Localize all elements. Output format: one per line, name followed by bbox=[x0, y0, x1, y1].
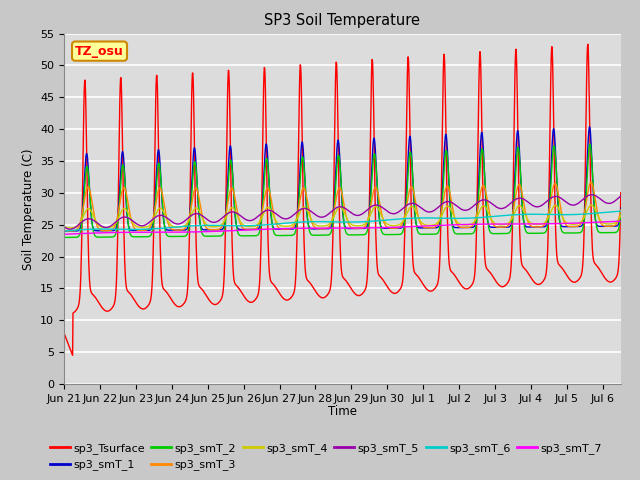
sp3_smT_4 bbox=[272, 217, 280, 223]
sp3_smT_1 bbox=[481, 188, 489, 193]
sp3_Tsurface bbox=[221, 245, 229, 251]
Line: sp3_smT_4: sp3_smT_4 bbox=[64, 205, 621, 228]
sp3_smT_7 bbox=[543, 221, 551, 227]
sp3_smT_6 bbox=[617, 208, 625, 214]
X-axis label: Time: Time bbox=[328, 405, 357, 418]
sp3_smT_2 bbox=[271, 232, 279, 238]
Line: sp3_smT_6: sp3_smT_6 bbox=[64, 211, 621, 231]
sp3_smT_6 bbox=[221, 223, 228, 228]
Line: sp3_smT_1: sp3_smT_1 bbox=[64, 127, 621, 231]
sp3_smT_5 bbox=[588, 192, 595, 198]
Line: sp3_smT_2: sp3_smT_2 bbox=[64, 144, 621, 238]
sp3_smT_4 bbox=[67, 225, 74, 231]
sp3_smT_1 bbox=[271, 226, 279, 232]
sp3_smT_4 bbox=[221, 217, 229, 223]
Line: sp3_smT_7: sp3_smT_7 bbox=[64, 221, 621, 234]
sp3_smT_5 bbox=[543, 198, 551, 204]
sp3_Tsurface bbox=[584, 41, 592, 47]
sp3_smT_7 bbox=[60, 231, 68, 237]
sp3_smT_3 bbox=[171, 227, 179, 233]
sp3_smT_3 bbox=[221, 215, 229, 220]
sp3_smT_2 bbox=[221, 225, 228, 230]
Y-axis label: Soil Temperature (C): Soil Temperature (C) bbox=[22, 148, 35, 270]
sp3_smT_1 bbox=[221, 220, 228, 226]
sp3_smT_2 bbox=[60, 235, 68, 240]
sp3_smT_1 bbox=[160, 220, 168, 226]
sp3_smT_5 bbox=[617, 193, 625, 199]
sp3_smT_6 bbox=[60, 228, 68, 234]
Line: sp3_Tsurface: sp3_Tsurface bbox=[64, 44, 621, 355]
sp3_smT_7 bbox=[617, 218, 625, 224]
sp3_smT_2 bbox=[171, 234, 179, 240]
sp3_smT_3 bbox=[272, 218, 280, 224]
sp3_smT_5 bbox=[221, 213, 229, 218]
Line: sp3_smT_5: sp3_smT_5 bbox=[64, 195, 621, 229]
sp3_Tsurface bbox=[543, 253, 551, 259]
sp3_smT_3 bbox=[482, 189, 490, 194]
sp3_Tsurface bbox=[171, 301, 179, 307]
sp3_smT_5 bbox=[161, 214, 168, 219]
sp3_Tsurface bbox=[617, 190, 625, 195]
sp3_smT_5 bbox=[60, 224, 68, 229]
sp3_smT_1 bbox=[543, 221, 551, 227]
sp3_smT_3 bbox=[543, 215, 551, 221]
sp3_smT_3 bbox=[60, 227, 68, 233]
sp3_smT_1 bbox=[617, 205, 625, 211]
sp3_smT_4 bbox=[171, 224, 179, 230]
sp3_smT_4 bbox=[161, 211, 168, 216]
Title: SP3 Soil Temperature: SP3 Soil Temperature bbox=[264, 13, 420, 28]
Text: TZ_osu: TZ_osu bbox=[75, 45, 124, 58]
sp3_smT_6 bbox=[160, 225, 168, 231]
sp3_smT_5 bbox=[272, 211, 280, 216]
sp3_smT_4 bbox=[588, 202, 595, 208]
sp3_smT_3 bbox=[161, 203, 168, 208]
sp3_smT_7 bbox=[221, 228, 228, 234]
sp3_smT_2 bbox=[481, 183, 489, 189]
sp3_smT_1 bbox=[60, 228, 68, 234]
sp3_smT_2 bbox=[617, 210, 625, 216]
sp3_smT_4 bbox=[543, 216, 551, 222]
sp3_smT_4 bbox=[60, 224, 68, 229]
sp3_smT_5 bbox=[66, 227, 74, 232]
Legend: sp3_Tsurface, sp3_smT_1, sp3_smT_2, sp3_smT_3, sp3_smT_4, sp3_smT_5, sp3_smT_6, : sp3_Tsurface, sp3_smT_1, sp3_smT_2, sp3_… bbox=[45, 439, 606, 475]
sp3_Tsurface bbox=[482, 262, 490, 268]
sp3_smT_4 bbox=[482, 204, 490, 210]
sp3_smT_6 bbox=[171, 224, 179, 230]
sp3_smT_7 bbox=[271, 226, 279, 232]
sp3_smT_7 bbox=[171, 229, 179, 235]
sp3_smT_6 bbox=[481, 214, 489, 220]
sp3_smT_3 bbox=[587, 180, 595, 185]
Line: sp3_smT_3: sp3_smT_3 bbox=[64, 182, 621, 231]
sp3_smT_2 bbox=[160, 219, 168, 225]
sp3_Tsurface bbox=[272, 284, 280, 290]
sp3_smT_2 bbox=[586, 142, 594, 147]
sp3_smT_7 bbox=[160, 229, 168, 235]
sp3_Tsurface bbox=[60, 330, 68, 336]
sp3_Tsurface bbox=[161, 287, 168, 293]
sp3_smT_4 bbox=[617, 213, 625, 218]
sp3_smT_1 bbox=[171, 227, 179, 233]
sp3_smT_5 bbox=[171, 220, 179, 226]
sp3_smT_5 bbox=[482, 197, 490, 203]
sp3_Tsurface bbox=[68, 352, 76, 358]
sp3_smT_6 bbox=[271, 221, 279, 227]
sp3_smT_2 bbox=[543, 226, 551, 231]
sp3_smT_6 bbox=[543, 212, 551, 217]
sp3_smT_1 bbox=[586, 124, 593, 130]
sp3_smT_3 bbox=[617, 207, 625, 213]
sp3_smT_7 bbox=[481, 221, 489, 227]
sp3_smT_3 bbox=[66, 228, 74, 234]
